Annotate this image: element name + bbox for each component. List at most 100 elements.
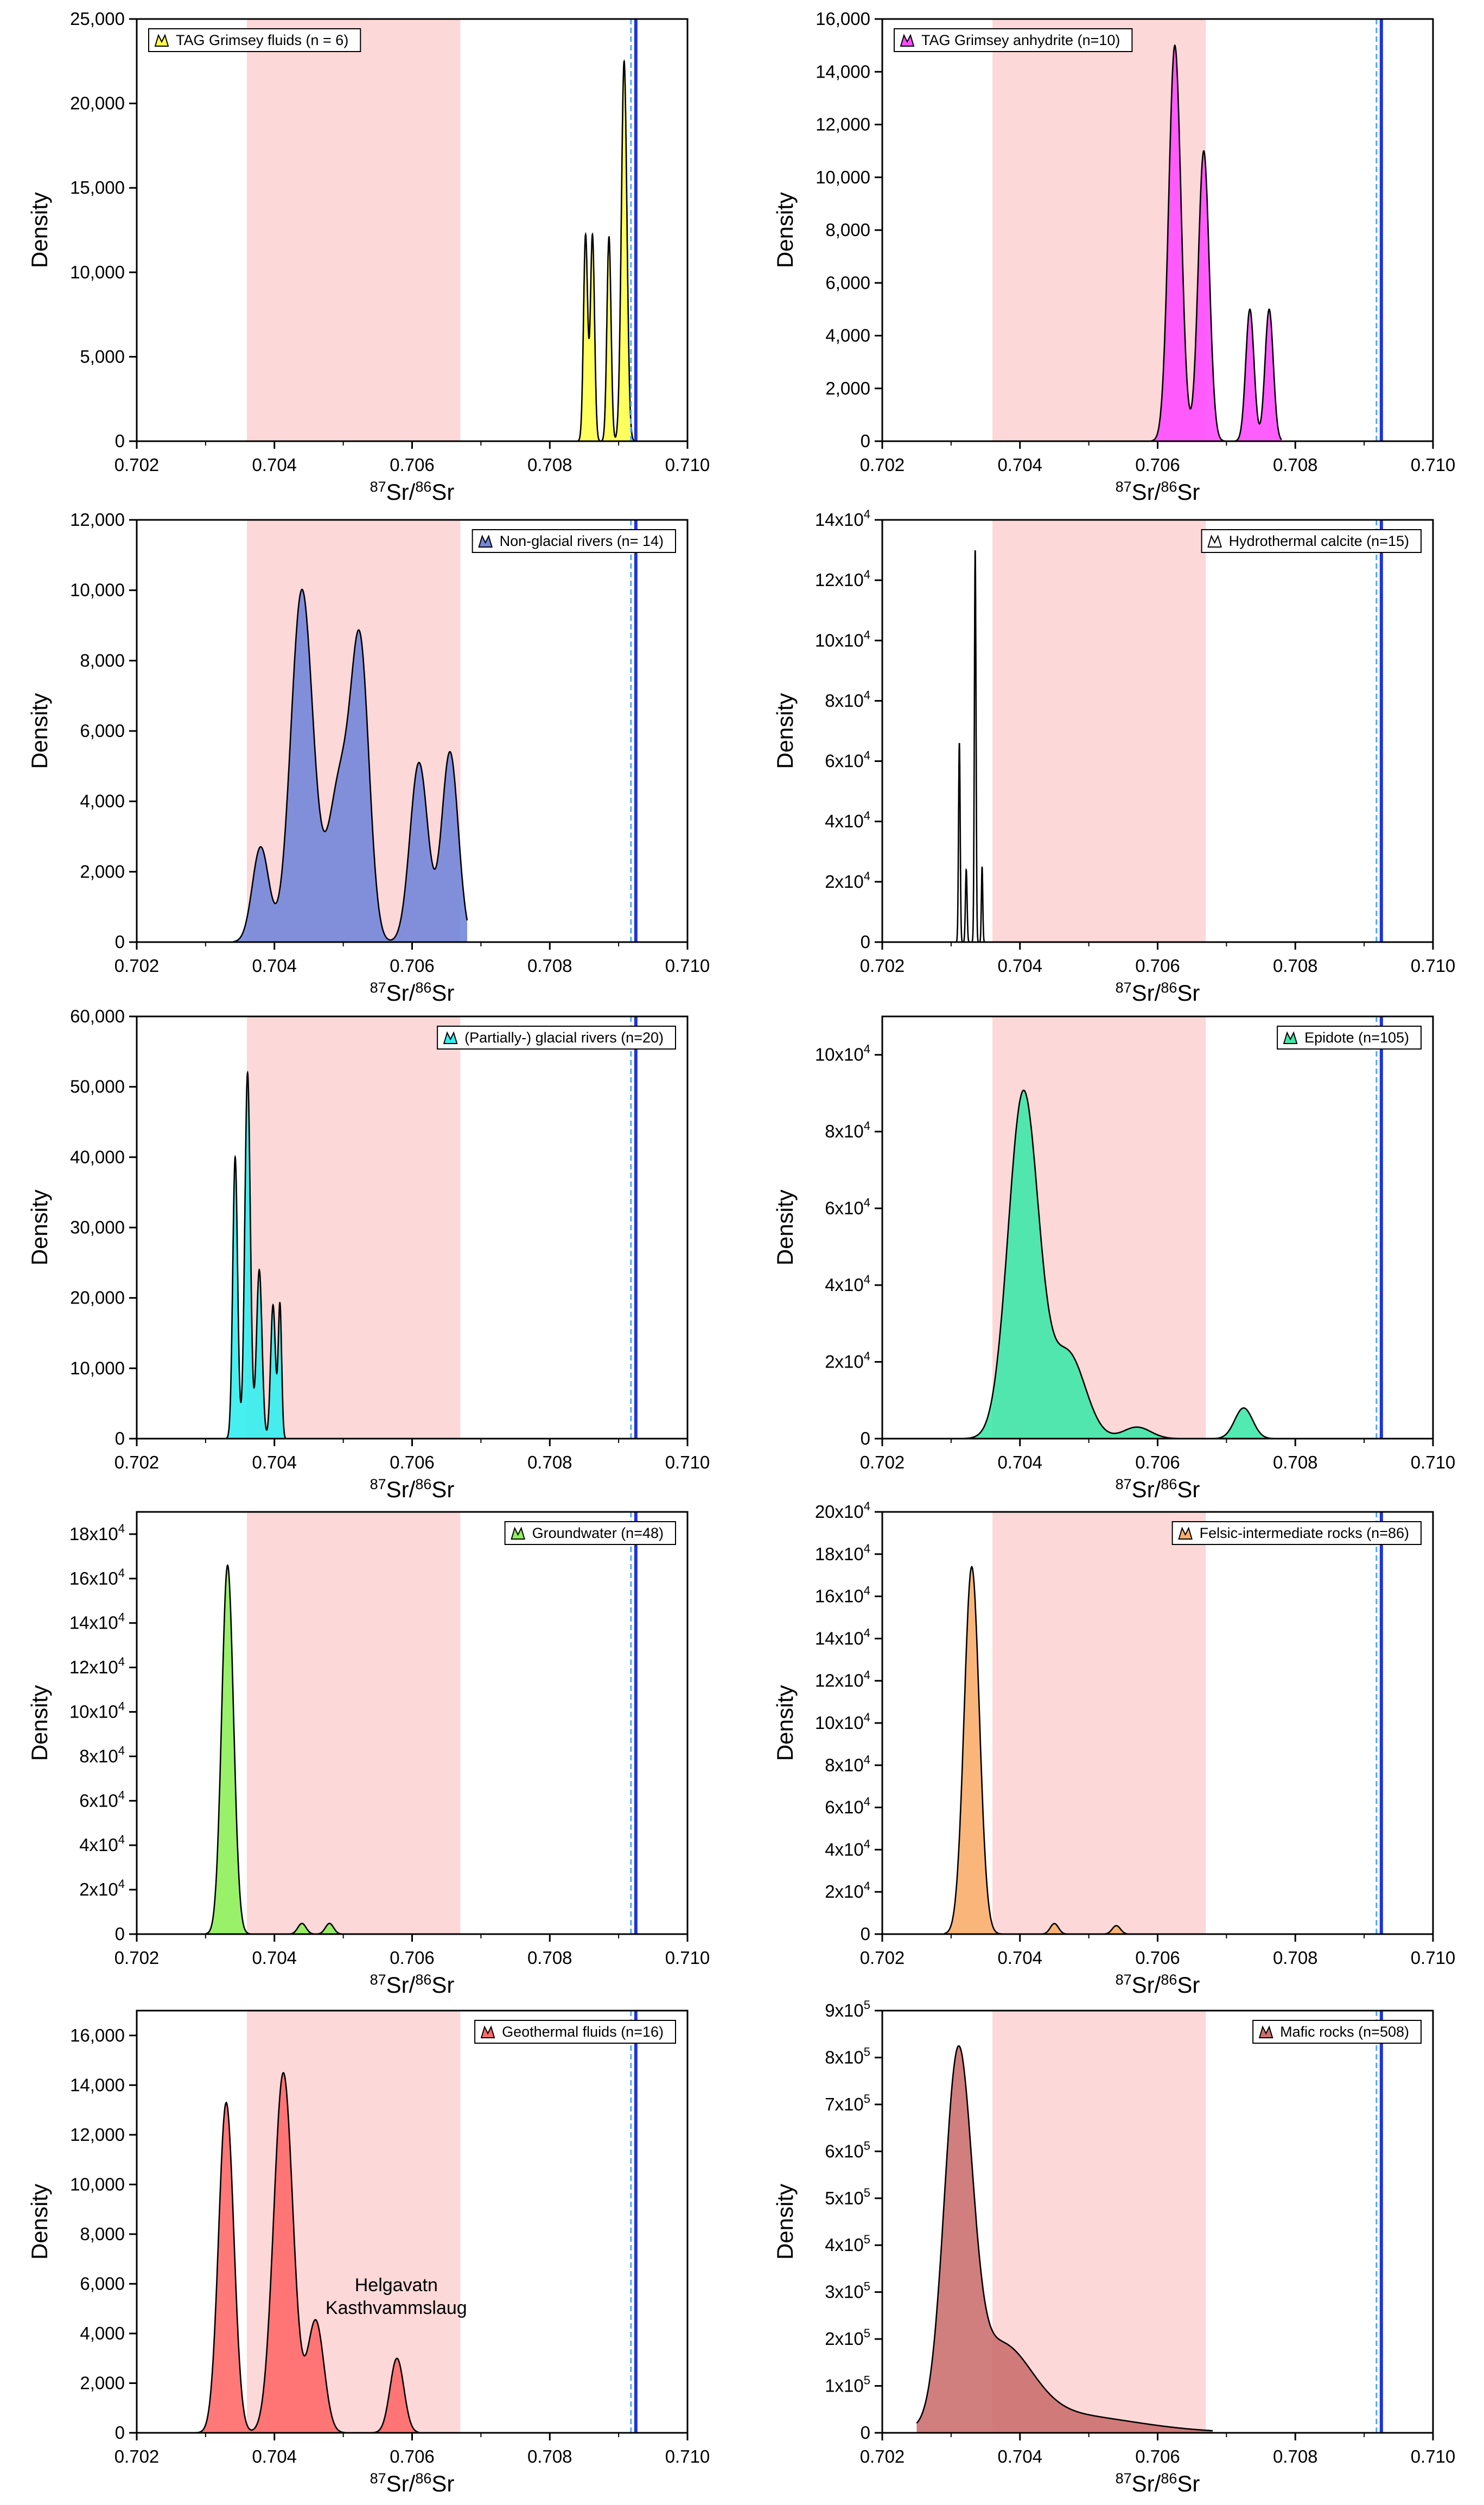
x-tick-label: 0.708 — [527, 956, 572, 976]
x-tick-label: 0.702 — [860, 1452, 905, 1472]
density-curve — [951, 550, 992, 943]
y-tick-label: 10,000 — [70, 262, 125, 282]
x-tick-label: 0.708 — [1273, 1452, 1318, 1472]
legend-swatch-icon — [900, 34, 915, 47]
legend-swatch-icon — [1207, 535, 1222, 548]
x-tick-label: 0.708 — [1273, 2446, 1318, 2466]
y-axis-label: Density — [772, 2184, 798, 2260]
x-tick-label: 0.702 — [860, 956, 905, 976]
y-tick-label: 5x105 — [825, 2186, 870, 2208]
legend-box — [1201, 529, 1422, 553]
y-tick-label: 0 — [115, 1924, 125, 1944]
y-tick-label: 25,000 — [70, 9, 125, 29]
x-tick-label: 0.708 — [527, 1452, 572, 1472]
x-tick-label: 0.710 — [1411, 956, 1456, 976]
y-tick-label: 10,000 — [70, 2174, 125, 2194]
x-tick-label: 0.706 — [390, 1948, 435, 1968]
x-axis-label: 87Sr/86Sr — [370, 980, 455, 1006]
y-tick-label: 8,000 — [825, 220, 870, 240]
y-tick-label: 8x104 — [825, 1753, 870, 1775]
y-tick-label: 4x104 — [825, 1273, 870, 1295]
density-curve — [233, 588, 468, 943]
density-area — [1150, 45, 1282, 442]
x-tick-label: 0.704 — [252, 455, 297, 475]
legend-swatch-icon — [443, 1031, 458, 1044]
x-axis-label: 87Sr/86Sr — [370, 1972, 455, 1998]
x-tick-label: 0.706 — [1135, 956, 1180, 976]
x-tick-label: 0.706 — [1135, 2446, 1180, 2466]
x-tick-label: 0.704 — [997, 1948, 1042, 1968]
y-tick-label: 16,000 — [70, 2025, 125, 2045]
x-tick-label: 0.710 — [1411, 1452, 1456, 1472]
x-tick-label: 0.708 — [527, 455, 572, 475]
y-tick-label: 12,000 — [70, 510, 125, 530]
legend-swatch-icon — [480, 2025, 495, 2038]
y-axis-label: Density — [27, 2184, 52, 2260]
y-axis-label: Density — [27, 693, 52, 769]
shaded-band — [992, 2011, 1206, 2433]
y-tick-label: 16x104 — [69, 1566, 125, 1588]
y-axis-label: Density — [27, 192, 52, 268]
x-tick-label: 0.704 — [997, 455, 1042, 475]
legend-box — [474, 2020, 676, 2044]
legend-label: Mafic rocks (n=508) — [1280, 2024, 1409, 2040]
y-tick-label: 10x104 — [69, 1700, 125, 1722]
y-tick-label: 2,000 — [80, 861, 125, 881]
x-tick-label: 0.704 — [252, 1948, 297, 1968]
y-tick-label: 12x104 — [815, 1668, 870, 1690]
density-curve — [192, 2072, 419, 2434]
density-area — [205, 1565, 343, 1934]
legend-box — [437, 1026, 676, 1050]
y-tick-label: 2x104 — [825, 869, 870, 892]
y-tick-label: 12,000 — [816, 115, 870, 135]
legend-swatch-icon — [478, 535, 493, 548]
y-tick-label: 4x104 — [79, 1833, 125, 1855]
chart-panel-geothermal-fluids: 0.702 0.704 0.706 0.708 0.710 0 2,000 4,000 6,00… — [27, 2010, 710, 2496]
y-tick-label: 8,000 — [80, 650, 125, 670]
x-tick-label: 0.706 — [1135, 455, 1180, 475]
x-tick-label: 0.706 — [1135, 1948, 1180, 1968]
x-axis-label: 87Sr/86Sr — [1116, 479, 1200, 505]
legend-label: Felsic-intermediate rocks (n=86) — [1200, 1525, 1409, 1541]
density-curve — [1150, 44, 1282, 442]
x-tick-label: 0.706 — [390, 2446, 435, 2466]
y-tick-label: 0 — [861, 1428, 870, 1448]
chart-panel-tag-fluids: 0.702 0.704 0.706 0.708 0.710 0 5,000 10,000 15,… — [27, 9, 710, 505]
y-tick-label: 8,000 — [80, 2224, 125, 2244]
legend-label: Epidote (n=105) — [1304, 1029, 1409, 1046]
y-tick-label: 3x105 — [825, 2280, 870, 2302]
shaded-band — [247, 1512, 461, 1934]
y-tick-label: 0 — [115, 1428, 125, 1448]
legend-box — [504, 1521, 676, 1545]
y-tick-label: 2x105 — [825, 2326, 870, 2349]
y-tick-label: 2x104 — [79, 1877, 125, 1899]
x-tick-label: 0.710 — [1411, 1948, 1456, 1968]
y-tick-label: 18x104 — [815, 1542, 870, 1564]
legend-box — [472, 529, 676, 553]
y-tick-label: 14,000 — [816, 61, 870, 81]
x-tick-label: 0.702 — [860, 2446, 905, 2466]
x-tick-label: 0.710 — [665, 956, 710, 976]
legend-box — [1277, 1026, 1422, 1050]
x-tick-label: 0.710 — [665, 1452, 710, 1472]
y-tick-label: 4x105 — [825, 2233, 870, 2255]
x-tick-label: 0.704 — [252, 1452, 297, 1472]
x-tick-label: 0.708 — [1273, 956, 1318, 976]
legend-box — [1252, 2020, 1422, 2044]
y-tick-label: 14x104 — [815, 507, 870, 530]
y-tick-label: 8x104 — [825, 1119, 870, 1141]
x-tick-label: 0.706 — [1135, 1452, 1180, 1472]
y-tick-label: 12,000 — [70, 2125, 125, 2145]
x-axis-label: 87Sr/86Sr — [370, 479, 455, 505]
y-tick-label: 4,000 — [80, 791, 125, 811]
y-tick-label: 0 — [861, 1924, 870, 1944]
annotation-label: Helgavatn — [355, 2275, 438, 2296]
y-axis-label: Density — [772, 1685, 798, 1761]
y-tick-label: 12x104 — [815, 568, 870, 590]
x-tick-label: 0.708 — [1273, 455, 1318, 475]
y-tick-label: 8x105 — [825, 2045, 870, 2067]
y-tick-label: 6,000 — [80, 2273, 125, 2293]
chart-panel-groundwater: 0.702 0.704 0.706 0.708 0.710 0 2x104 4x104 6x10… — [27, 1511, 710, 1998]
legend-label: Non-glacial rivers (n= 14) — [500, 533, 664, 549]
